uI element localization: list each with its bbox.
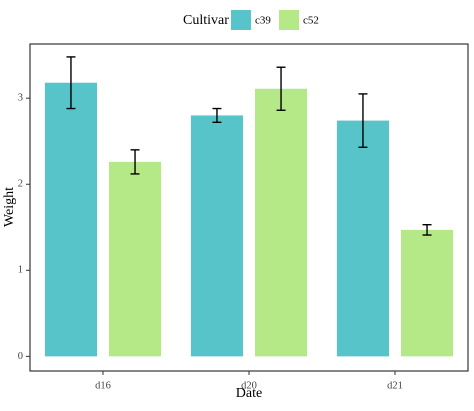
x-tick-label-d16: d16: [95, 380, 111, 391]
legend-title: Cultivar: [183, 13, 229, 28]
bars-layer: [44, 82, 454, 357]
bar-c52-d16: [109, 161, 162, 357]
error-bar-c39-d21: [358, 93, 368, 148]
error-bars-layer: [66, 56, 432, 236]
error-bar-c52-d16: [130, 149, 140, 175]
error-bar-c39-d16: [66, 56, 76, 110]
y-tick-label-3: 3: [18, 93, 23, 104]
error-bar-c39-d20: [212, 107, 222, 124]
legend-label-c39: c39: [255, 15, 271, 27]
legend-swatch-c52: [279, 10, 299, 30]
bar-c39-d16: [44, 82, 97, 357]
x-axis: d16 d20 d21: [95, 371, 403, 391]
bar-c52-d21: [401, 229, 454, 357]
bar-c52-d20: [255, 88, 308, 357]
bar-c39-d20: [190, 115, 243, 357]
legend: Cultivar c39 c52: [183, 10, 319, 30]
x-tick-label-d21: d21: [387, 380, 403, 391]
legend-label-c52: c52: [303, 15, 319, 27]
x-axis-label: Date: [236, 386, 262, 401]
y-tick-label-0: 0: [18, 351, 23, 362]
y-tick-label-1: 1: [18, 265, 23, 276]
bar-c39-d21: [336, 120, 389, 357]
x-tick-label-d20: d20: [241, 380, 257, 391]
error-bar-c52-d20: [276, 66, 286, 111]
y-tick-label-2: 2: [18, 179, 23, 190]
legend-swatch-c39: [231, 10, 251, 30]
error-bar-c52-d21: [422, 224, 432, 236]
y-axis-label: Weight: [2, 187, 17, 227]
y-axis: 0 1 2 3: [18, 93, 30, 362]
